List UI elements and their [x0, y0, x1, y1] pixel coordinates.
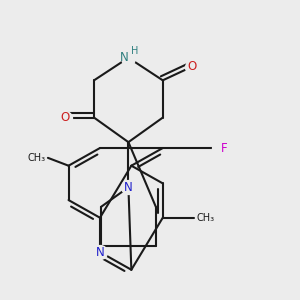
- Text: CH₃: CH₃: [196, 213, 214, 223]
- Text: O: O: [60, 111, 69, 124]
- Text: CH₃: CH₃: [28, 153, 46, 163]
- Text: F: F: [221, 142, 227, 154]
- Text: O: O: [188, 60, 197, 73]
- Text: N: N: [124, 181, 133, 194]
- Text: N: N: [120, 51, 128, 64]
- Text: N: N: [96, 246, 104, 259]
- Text: H: H: [131, 46, 139, 56]
